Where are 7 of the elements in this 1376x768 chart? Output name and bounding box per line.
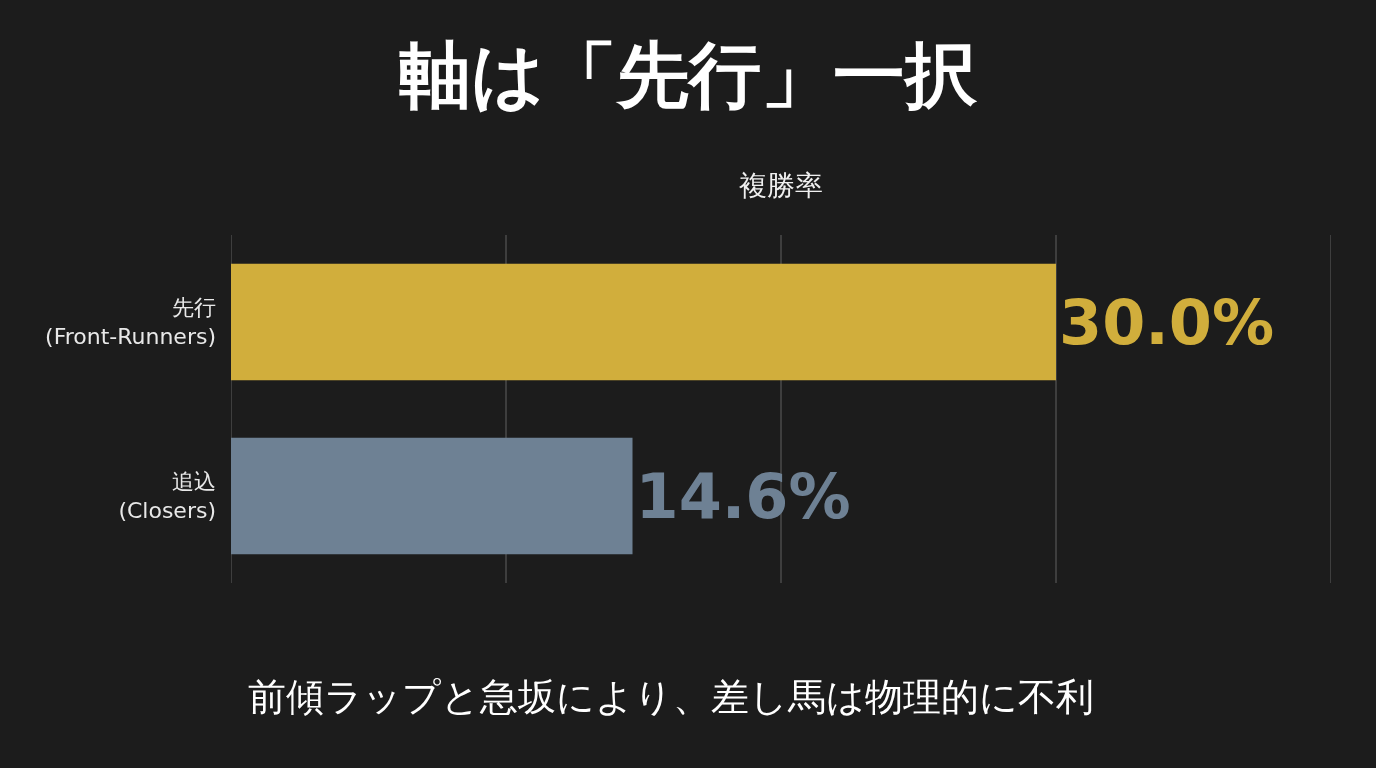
chart-title: 軸は「先行」一択 <box>399 33 978 118</box>
y-tick-label: 先行 (Front-Runners) <box>45 295 216 349</box>
data-label: 30.0% <box>1059 285 1275 359</box>
text: 前傾ラップと急坂により、差し馬は物理的に不利 <box>248 675 1094 719</box>
y-tick-label: 追込 (Closers) <box>118 469 216 523</box>
data-label: 14.6% <box>635 459 851 533</box>
chart-subtitle: 複勝率 <box>739 169 823 202</box>
